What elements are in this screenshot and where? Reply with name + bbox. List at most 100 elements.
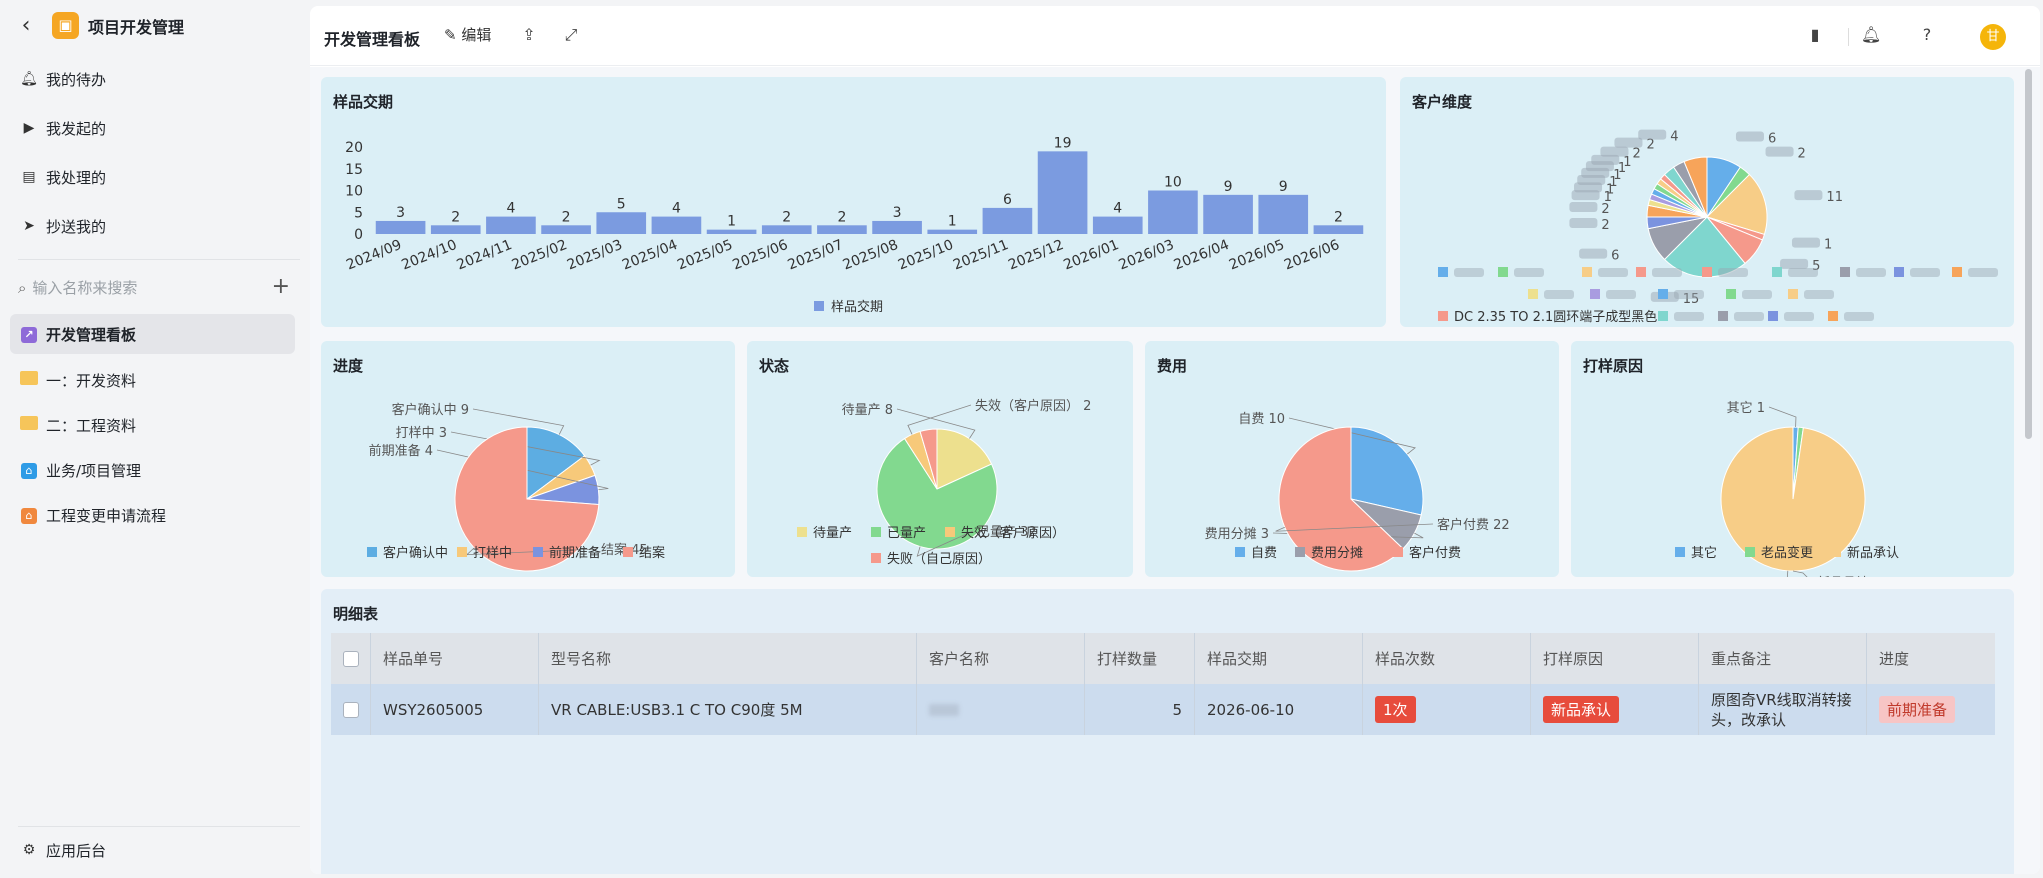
edit-button[interactable]: ✎ 编辑 <box>444 24 491 45</box>
slice-label: 待量产 8 <box>842 403 893 418</box>
x-tick-label: 2025/07 <box>785 237 845 274</box>
add-icon[interactable]: + <box>271 274 290 299</box>
legend-swatch <box>1393 547 1403 557</box>
column-header[interactable]: 样品交期 <box>1195 633 1363 684</box>
main-panel: 开发管理看板 ✎ 编辑 ⇪ ⤢ ▮ 🔔︎ ? 甘 样品交期 0 5 10 15 20 3 2… <box>310 6 2040 874</box>
legend-swatch <box>1590 289 1600 299</box>
column-header[interactable]: 样品单号 <box>371 633 539 684</box>
column-header[interactable]: 客户名称 <box>917 633 1085 684</box>
x-tick-label: 2025/12 <box>1006 237 1066 274</box>
sidebar-item-dev-docs[interactable]: 一：开发资料 <box>10 360 295 400</box>
slice-value-label: 1 <box>1606 182 1614 197</box>
bar <box>596 212 647 234</box>
cell-note: 原图奇VR线取消转接头，改承认 <box>1699 684 1867 735</box>
share-icon[interactable]: ⇪ <box>522 25 536 44</box>
legend-swatch <box>1726 289 1736 299</box>
sidebar-item-label: 我处理的 <box>46 168 107 187</box>
book-icon[interactable]: ▮ <box>1810 25 1820 44</box>
blurred-legend-label <box>1718 268 1748 277</box>
select-all-checkbox[interactable] <box>342 650 359 667</box>
sidebar-item-eng-docs[interactable]: 二：工程资料 <box>10 405 295 445</box>
help-icon[interactable]: ? <box>1922 25 1932 44</box>
sidebar-item-initiated[interactable]: ▶ 我发起的 <box>10 108 295 148</box>
select-all-checkbox-cell <box>331 633 371 684</box>
x-tick-label: 2024/11 <box>454 237 514 274</box>
legend-swatch <box>1828 311 1838 321</box>
label-leader-line <box>1792 570 1808 577</box>
inbox-icon: ▤ <box>22 169 36 185</box>
column-header[interactable]: 重点备注 <box>1699 633 1867 684</box>
legend-label: 客户确认中 <box>383 545 448 561</box>
column-header[interactable]: 样品次数 <box>1363 633 1531 684</box>
row-checkbox[interactable] <box>342 701 359 718</box>
sidebar-item-cc[interactable]: ➤ 抄送我的 <box>10 206 295 246</box>
bar-value-label: 10 <box>1164 175 1182 191</box>
sidebar-item-todo[interactable]: 🔔︎ 我的待办 <box>10 59 295 99</box>
y-tick-label: 20 <box>345 140 363 156</box>
pie-slice <box>1706 173 1768 236</box>
slice-value-label: 2 <box>1601 218 1609 233</box>
blurred-legend-label <box>1652 268 1682 277</box>
legend-swatch <box>871 527 881 537</box>
legend-label: 样品交期 <box>831 299 883 315</box>
sidebar-item-label: 业务/项目管理 <box>46 461 142 480</box>
topbar: 开发管理看板 ✎ 编辑 ⇪ ⤢ ▮ 🔔︎ ? 甘 <box>310 6 2040 66</box>
sidebar-item-ecr[interactable]: ⌂ 工程变更申请流程 <box>10 495 295 535</box>
blurred-label <box>1600 146 1629 157</box>
label-leader-line <box>1288 417 1417 455</box>
sidebar-item-label: 工程变更申请流程 <box>46 506 167 525</box>
column-header[interactable]: 打样原因 <box>1531 633 1699 684</box>
sidebar-item-handled[interactable]: ▤ 我处理的 <box>10 157 295 197</box>
legend-label: 待量产 <box>813 526 852 541</box>
table-header-row: 样品单号 型号名称 客户名称 打样数量 样品交期 样品次数 打样原因 重点备注 … <box>331 633 1995 684</box>
avatar[interactable]: 甘 <box>1980 24 2006 50</box>
bar <box>1148 190 1198 234</box>
blurred-label <box>1791 237 1820 248</box>
divider <box>18 826 300 827</box>
send-icon: ➤ <box>23 218 35 234</box>
blurred-legend-label <box>1910 268 1940 277</box>
bar-value-label: 4 <box>1113 201 1122 217</box>
slice-value-label: 1 <box>1824 238 1832 253</box>
legend-swatch <box>814 301 824 311</box>
bell-icon: 🔔︎ <box>20 71 38 87</box>
search-input[interactable] <box>32 279 253 297</box>
sidebar-item-dashboard[interactable]: ↗ 开发管理看板 <box>10 314 295 354</box>
legend-swatch <box>945 527 955 537</box>
blurred-legend-label <box>1856 268 1886 277</box>
slice-value-label: 4 <box>1670 130 1678 145</box>
blurred-label <box>1794 190 1823 201</box>
dashboard-content: 样品交期 0 5 10 15 20 3 2024/09 2 2024/10 4 2024/11 2 20… <box>310 67 2040 874</box>
bar-value-label: 5 <box>617 196 626 212</box>
blurred-label <box>1614 137 1643 148</box>
label-leader-line <box>896 408 976 439</box>
blurred-legend-label <box>1544 290 1574 299</box>
x-tick-label: 2026/06 <box>1282 237 1342 274</box>
back-icon[interactable]: ‹ <box>21 13 31 38</box>
legend-swatch <box>1745 547 1755 557</box>
legend-label: 其它 <box>1691 545 1717 561</box>
slice-label: 自费 10 <box>1238 412 1285 427</box>
table-row[interactable]: WSY2605005 VR CABLE:USB3.1 C TO C90度 5M … <box>331 684 1995 735</box>
notification-bell-icon[interactable]: 🔔︎ <box>1860 25 1882 44</box>
app-icon: ⌂ <box>20 507 38 524</box>
bar-value-label: 19 <box>1054 135 1072 151</box>
sidebar-item-project[interactable]: ⌂ 业务/项目管理 <box>10 450 295 490</box>
column-header[interactable]: 进度 <box>1879 650 1910 668</box>
blurred-label <box>1765 146 1794 157</box>
blurred-legend-label <box>1844 312 1874 321</box>
row-checkbox-cell <box>331 684 371 735</box>
scrollbar[interactable] <box>2023 67 2033 874</box>
sidebar-item-admin[interactable]: ⚙ 应用后台 <box>10 830 295 870</box>
legend-swatch <box>1952 267 1962 277</box>
column-header[interactable]: 型号名称 <box>539 633 917 684</box>
blurred-text <box>929 703 959 716</box>
bar <box>927 229 978 234</box>
column-header[interactable]: 打样数量 <box>1085 633 1195 684</box>
scroll-thumb[interactable] <box>2025 69 2032 439</box>
edit-label: 编辑 <box>461 26 492 44</box>
legend-swatch <box>1658 311 1668 321</box>
fullscreen-icon[interactable]: ⤢ <box>564 25 578 44</box>
slice-value-label: 6 <box>1768 132 1776 147</box>
x-tick-label: 2025/04 <box>620 237 680 274</box>
